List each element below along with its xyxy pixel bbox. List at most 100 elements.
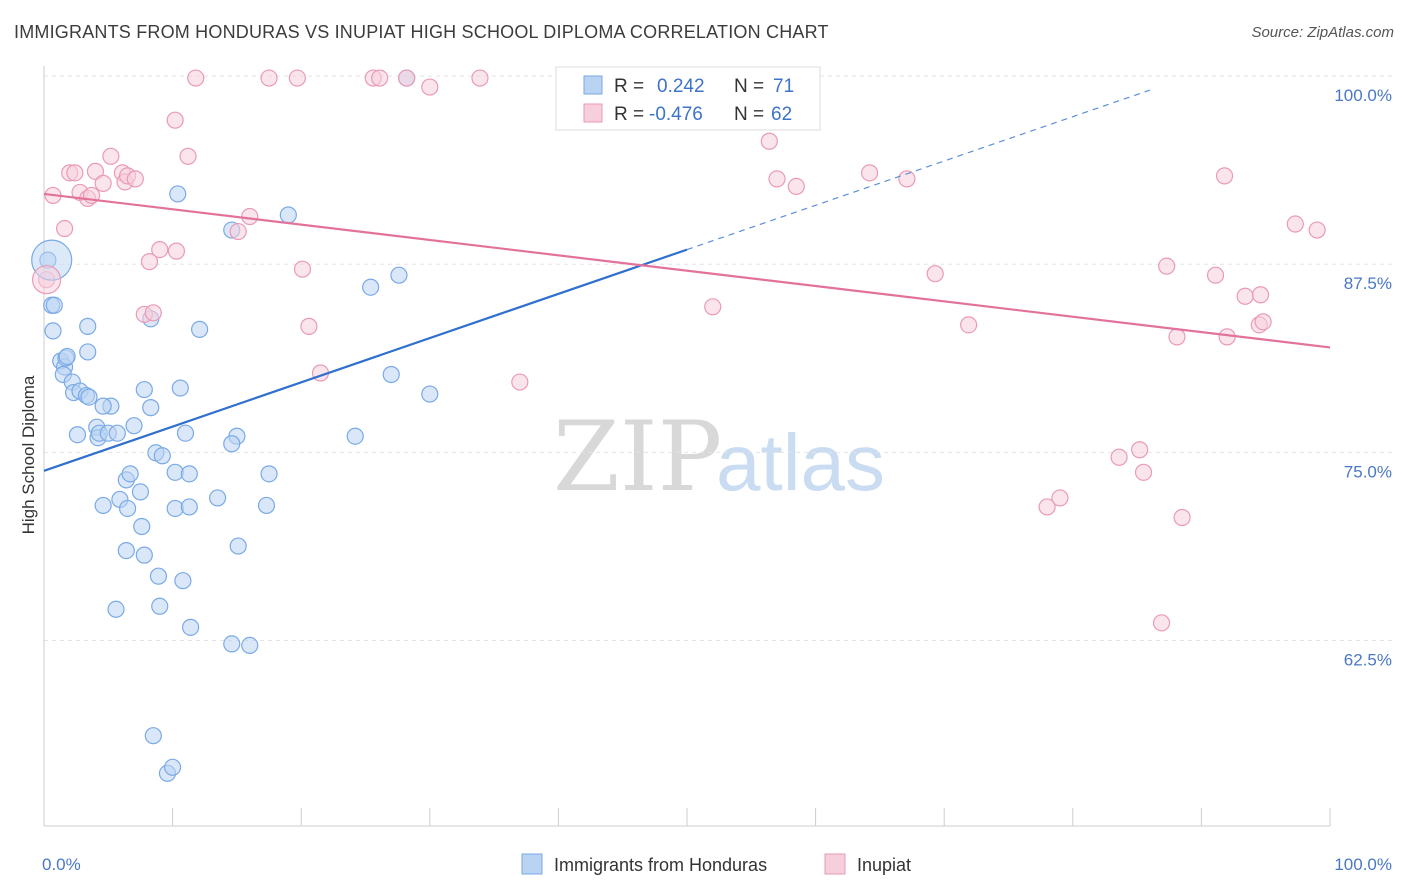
point-honduras-55 [229,537,247,555]
point-honduras-47 [135,546,153,564]
y-tick-labels: 100.0% 87.5% 75.0% 62.5% [1334,86,1392,669]
point-honduras-53 [223,635,241,653]
point-honduras-42 [260,465,278,483]
point-honduras-18 [68,426,87,444]
point-inupiat-9 [94,174,112,192]
point-inupiat-16 [140,253,159,271]
point-inupiat-10 [102,147,120,165]
point-inupiat-43 [926,265,944,283]
point-inupiat-55 [1215,167,1234,185]
point-inupiat-18 [144,304,162,322]
point-honduras-65 [362,278,380,296]
point-inupiat-14 [126,170,144,188]
point-honduras-40 [209,489,227,507]
point-honduras-59 [171,379,189,397]
point-honduras-34 [94,496,112,515]
legend-n-value-inupiat: 62 [771,104,792,125]
point-honduras-17 [94,397,112,415]
point-inupiat-47 [1110,448,1128,466]
point-inupiat-50 [1152,614,1171,632]
point-honduras-25 [135,380,153,399]
point-inupiat-37 [704,298,722,316]
point-honduras-60 [191,320,209,338]
x-tick-labels: 0.0% 100.0% [42,855,1392,874]
y-axis-label: High School Diploma [19,375,38,534]
point-inupiat-4 [66,164,84,182]
point-inupiat-35 [511,373,529,391]
point-inupiat-23 [229,222,247,241]
point-honduras-13 [80,388,98,406]
point-inupiat-48 [1131,441,1149,459]
point-inupiat-26 [288,69,306,87]
series-legend: Immigrants from Honduras Inupiat [521,853,911,875]
y-tick-label-2: 75.0% [1344,462,1392,481]
point-honduras-14 [79,343,97,361]
trend-line-honduras-extension [686,89,1151,251]
point-inupiat-40 [787,177,805,195]
legend-r-label-inupiat: R = [614,104,644,125]
point-honduras-39 [180,498,198,516]
point-inupiat-42 [898,170,916,188]
point-honduras-23 [108,424,126,442]
point-inupiat-32 [398,69,416,87]
point-inupiat-31 [371,69,389,87]
legend-r-value-inupiat: -0.476 [649,104,703,125]
point-inupiat-24 [241,207,259,226]
point-inupiat-38 [760,132,778,150]
trend-line-inupiat [43,192,1331,349]
point-honduras-58 [164,758,182,776]
trend-lines [43,89,1331,472]
point-inupiat-21 [179,147,197,165]
point-honduras-15 [79,317,97,335]
point-honduras-7 [58,347,76,366]
stats-legend: R = 0.242 N = 71 R = -0.476 N = 62 [555,66,821,131]
point-inupiat-20 [167,242,186,260]
point-honduras-24 [125,417,143,435]
legend-n-value-honduras: 71 [773,76,794,97]
point-honduras-28 [153,447,171,465]
axes [43,66,1331,827]
point-inupiat-large [31,265,62,295]
point-inupiat-52 [1168,328,1186,346]
point-honduras-62 [169,185,187,203]
legend-swatch-inupiat [583,103,603,123]
point-honduras-45 [176,424,195,442]
series-legend-label-honduras: Immigrants from Honduras [554,855,767,875]
point-honduras-49 [174,572,192,590]
point-honduras-37 [133,517,151,536]
point-honduras-68 [421,385,439,403]
point-honduras-64 [279,206,297,224]
point-honduras-46 [117,541,135,560]
watermark-zip: ZIP [553,401,722,513]
legend-r-value-honduras: 0.242 [657,76,705,97]
trend-line-honduras [43,248,688,472]
point-inupiat-57 [1236,287,1254,305]
point-inupiat-28 [300,317,318,335]
point-honduras-54 [241,636,259,655]
x-tick-label-0: 0.0% [42,855,81,874]
gridlines [44,75,1392,641]
point-inupiat-22 [187,69,205,87]
legend-n-label-inupiat: N = [734,104,764,125]
point-honduras-56 [144,727,162,745]
legend-swatch-honduras [583,75,603,95]
point-honduras-2 [45,296,63,314]
point-inupiat-59 [1251,286,1270,304]
point-honduras-41 [257,496,276,515]
point-inupiat-25 [260,69,278,87]
series-legend-swatch-honduras [521,853,543,875]
point-honduras-33 [131,483,150,501]
y-tick-label-3: 62.5% [1344,650,1392,669]
point-honduras-48 [149,567,168,585]
point-honduras-26 [142,399,160,417]
point-inupiat-51 [1158,257,1176,275]
point-honduras-67 [346,427,364,445]
data-points [31,69,1326,782]
point-inupiat-19 [166,111,184,129]
point-honduras-52 [182,618,200,636]
point-inupiat-62 [1308,221,1326,239]
point-inupiat-60 [1254,313,1272,331]
point-honduras-30 [180,465,198,483]
legend-n-label-honduras: N = [734,76,764,97]
